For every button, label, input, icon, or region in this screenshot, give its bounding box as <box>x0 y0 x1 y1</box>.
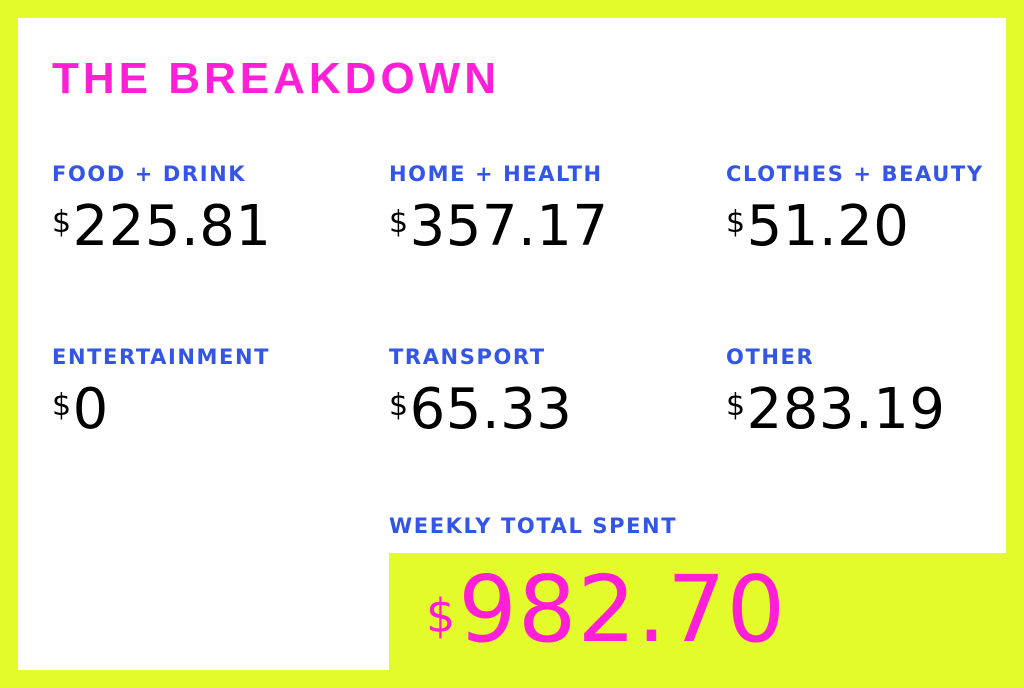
currency-symbol: $ <box>726 388 746 423</box>
page-title: THE BREAKDOWN <box>52 54 500 103</box>
amount-value: 357.17 <box>409 194 609 259</box>
category-amount: $283.19 <box>726 378 1024 442</box>
total-label: WEEKLY TOTAL SPENT <box>389 514 678 538</box>
currency-symbol: $ <box>389 388 409 423</box>
category-food-drink: FOOD + DRINK $225.81 <box>52 161 352 259</box>
category-other: OTHER $283.19 <box>726 344 1024 442</box>
category-label: CLOTHES + BEAUTY <box>726 162 984 186</box>
category-entertainment: ENTERTAINMENT $0 <box>52 344 352 442</box>
category-label: HOME + HEALTH <box>389 162 603 186</box>
amount-value: 283.19 <box>746 377 946 442</box>
category-label: ENTERTAINMENT <box>52 345 271 369</box>
total-value: 982.70 <box>458 556 787 663</box>
category-label: OTHER <box>726 345 815 369</box>
breakdown-panel <box>18 18 1006 553</box>
category-label: FOOD + DRINK <box>52 162 247 186</box>
currency-symbol: $ <box>426 589 457 643</box>
total-amount: $982.70 <box>426 558 786 662</box>
category-amount: $357.17 <box>389 195 689 259</box>
amount-value: 51.20 <box>746 194 910 259</box>
breakdown-panel-lower <box>18 553 389 670</box>
currency-symbol: $ <box>389 205 409 240</box>
category-home-health: HOME + HEALTH $357.17 <box>389 161 689 259</box>
currency-symbol: $ <box>52 388 72 423</box>
amount-value: 65.33 <box>409 377 573 442</box>
category-label: TRANSPORT <box>389 345 546 369</box>
amount-value: 0 <box>72 377 109 442</box>
category-amount: $225.81 <box>52 195 352 259</box>
category-transport: TRANSPORT $65.33 <box>389 344 689 442</box>
amount-value: 225.81 <box>72 194 272 259</box>
category-amount: $0 <box>52 378 352 442</box>
category-amount: $51.20 <box>726 195 1024 259</box>
currency-symbol: $ <box>52 205 72 240</box>
currency-symbol: $ <box>726 205 746 240</box>
category-amount: $65.33 <box>389 378 689 442</box>
category-clothes-beauty: CLOTHES + BEAUTY $51.20 <box>726 161 1024 259</box>
